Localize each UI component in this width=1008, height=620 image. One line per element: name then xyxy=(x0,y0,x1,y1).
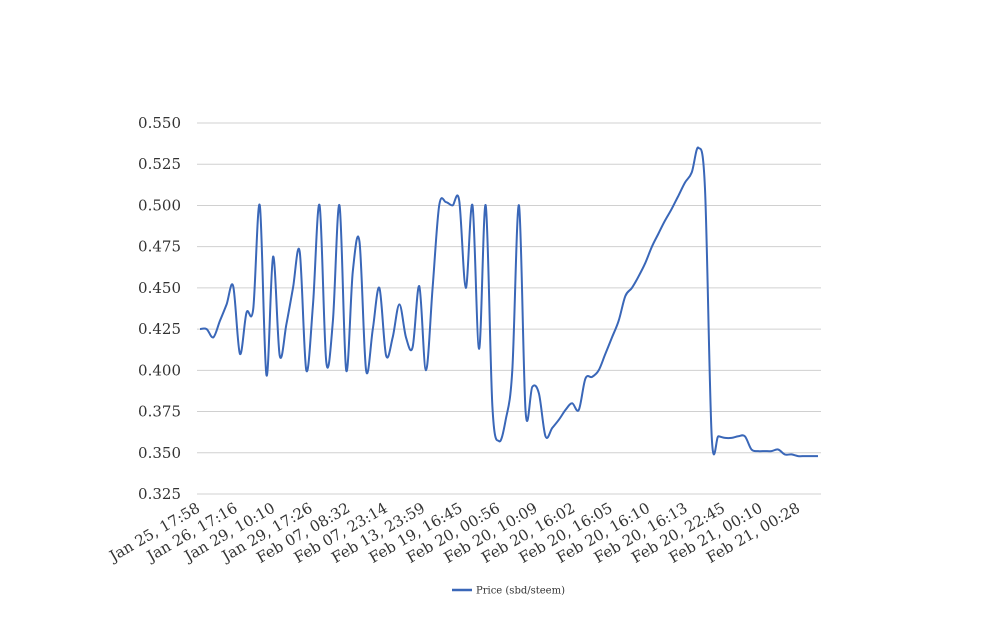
y-tick-label: 0.350 xyxy=(138,444,181,462)
series-line-price xyxy=(199,146,818,458)
y-tick-label: 0.550 xyxy=(138,114,181,132)
y-tick-label: 0.375 xyxy=(138,403,181,421)
legend-label: Price (sbd/steem) xyxy=(476,586,565,597)
y-tick-label: 0.475 xyxy=(138,238,181,256)
y-tick-label: 0.425 xyxy=(138,320,181,338)
y-tick-label: 0.450 xyxy=(138,279,181,297)
y-tick-label: 0.525 xyxy=(138,155,181,173)
series-layer xyxy=(199,146,818,458)
y-tick-label: 0.400 xyxy=(138,361,181,379)
y-tick-label: 0.500 xyxy=(138,196,181,214)
y-axis-ticks: 0.550 0.525 0.500 0.475 0.450 0.425 0.400 0.375… xyxy=(138,114,181,503)
legend: Price (sbd/steem) xyxy=(452,586,565,597)
y-tick-label: 0.325 xyxy=(138,485,181,503)
gridlines xyxy=(197,122,821,495)
